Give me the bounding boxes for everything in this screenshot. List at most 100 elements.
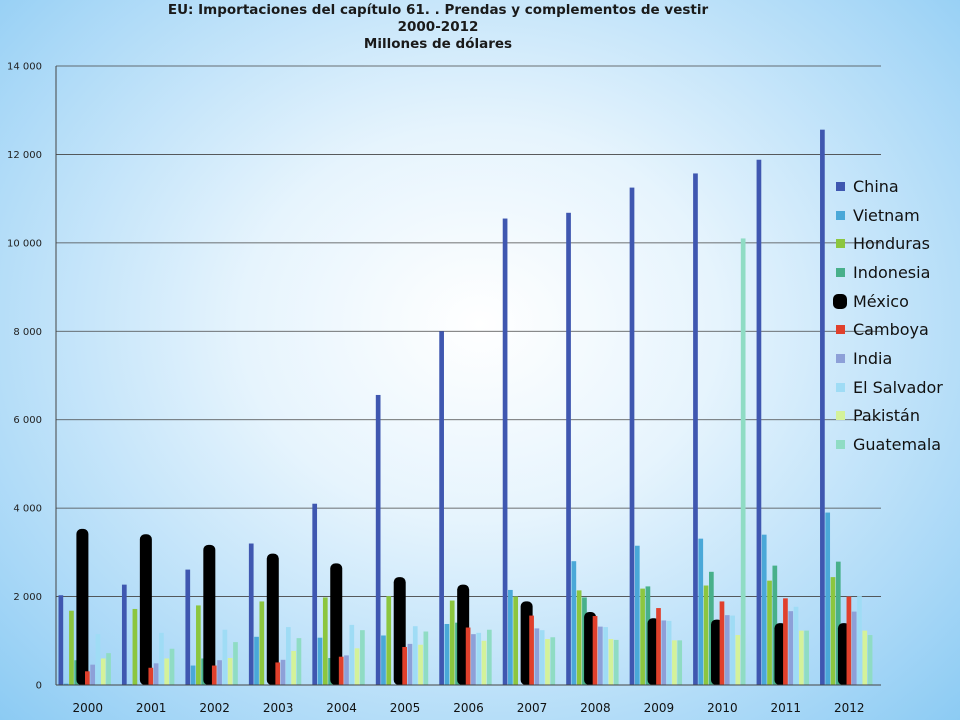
- bar-guatemala-2006: [486, 629, 492, 685]
- bar-china-2003: [248, 543, 254, 685]
- bar-india-2011: [788, 611, 794, 685]
- bar-india-2006: [471, 634, 476, 685]
- bar-pakistán-2008: [608, 639, 614, 685]
- chart-subtitle: 2000-2012: [397, 19, 479, 35]
- legend-swatch: [836, 210, 845, 220]
- legend-label: India: [853, 348, 893, 368]
- x-tick-label: 2002: [199, 701, 230, 715]
- bar-pakistán-2004: [354, 648, 360, 685]
- bar-mexico-2002: [203, 544, 216, 685]
- bar-camboya-2009: [656, 608, 661, 685]
- bar-vietnam-2004: [317, 637, 323, 685]
- bar-india-2000: [90, 664, 95, 685]
- bar-honduras-2010: [703, 585, 709, 685]
- bar-guatemala-2001: [169, 648, 175, 685]
- bar-india-2005: [407, 643, 413, 685]
- x-tick-label: 2001: [136, 701, 167, 715]
- bar-pakistán-2001: [164, 658, 170, 685]
- bar-pakistán-2010: [735, 635, 741, 685]
- bar-el-salvador-2010: [730, 615, 735, 685]
- legend-item: India: [836, 344, 943, 373]
- bar-el-salvador-2011: [793, 606, 799, 685]
- bar-el-salvador-2003: [285, 627, 291, 685]
- bar-pakistán-2002: [227, 658, 233, 685]
- bar-guatemala-2010: [740, 238, 746, 685]
- legend-item: Honduras: [836, 229, 943, 258]
- bar-el-salvador-2002: [222, 629, 228, 685]
- bar-pakistán-2012: [862, 630, 868, 685]
- x-tick-label: 2000: [72, 701, 103, 715]
- bar-guatemala-2004: [360, 630, 365, 685]
- x-tick-label: 2003: [263, 701, 294, 715]
- legend-swatch: [836, 411, 845, 421]
- bar-china-2012: [820, 129, 825, 685]
- bar-vietnam-2012: [825, 512, 831, 685]
- bar-honduras-2011: [767, 580, 772, 685]
- bar-pakistán-2005: [418, 644, 423, 685]
- bar-el-salvador-2001: [159, 632, 164, 685]
- y-tick-label: 4 000: [13, 504, 42, 515]
- bar-guatemala-2011: [804, 630, 809, 685]
- bar-china-2000: [58, 595, 64, 685]
- legend-swatch: [836, 325, 845, 335]
- bar-india-2008: [597, 626, 603, 685]
- legend-item: China: [836, 172, 943, 201]
- x-tick-label: 2006: [453, 701, 484, 715]
- bar-india-2012: [851, 611, 857, 685]
- bar-honduras-2007: [513, 596, 519, 685]
- bar-camboya-2002: [211, 665, 217, 685]
- bar-indonesia-2012: [835, 561, 841, 685]
- x-tick-label: 2012: [834, 701, 865, 715]
- x-tick-label: 2008: [580, 701, 611, 715]
- bar-camboya-2005: [402, 646, 408, 685]
- legend-label: Pakistán: [853, 406, 920, 426]
- bar-honduras-2000: [69, 610, 74, 685]
- y-tick-label: 0: [36, 681, 42, 692]
- bar-camboya-2008: [592, 616, 598, 685]
- y-tick-label: 6 000: [13, 415, 42, 426]
- legend-item: México: [833, 287, 943, 316]
- bar-camboya-2003: [275, 662, 281, 685]
- bar-india-2007: [534, 628, 540, 685]
- bar-guatemala-2008: [613, 639, 619, 685]
- bar-guatemala-2003: [296, 638, 302, 685]
- bar-pakistán-2011: [798, 630, 804, 685]
- bar-guatemala-2000: [106, 653, 111, 685]
- bar-el-salvador-2000: [95, 634, 101, 685]
- bar-camboya-2010: [719, 601, 725, 685]
- bar-vietnam-2006: [444, 623, 450, 685]
- bar-vietnam-2008: [571, 561, 577, 685]
- bar-vietnam-2002: [190, 665, 196, 685]
- bar-mexico-2004: [330, 563, 343, 685]
- legend-label: Guatemala: [853, 435, 942, 455]
- bar-vietnam-2005: [381, 635, 386, 685]
- bar-mexico-2000: [76, 528, 89, 685]
- bar-vietnam-2003: [254, 636, 259, 685]
- bar-honduras-2005: [386, 596, 392, 685]
- bar-honduras-2006: [449, 600, 455, 685]
- bar-el-salvador-2004: [349, 624, 355, 685]
- bar-camboya-2006: [465, 627, 471, 685]
- y-tick-label: 10 000: [7, 238, 42, 249]
- x-tick-label: 2010: [707, 701, 738, 715]
- legend-swatch: [836, 353, 845, 363]
- legend-label: China: [853, 176, 899, 196]
- legend-item: Camboya: [836, 315, 943, 344]
- bar-china-2005: [375, 394, 381, 685]
- legend-item: El Salvador: [836, 373, 943, 402]
- bar-el-salvador-2005: [412, 626, 418, 685]
- bar-mexico-2001: [139, 534, 152, 685]
- bar-el-salvador-2012: [857, 596, 862, 685]
- bar-pakistán-2003: [291, 650, 296, 685]
- bar-vietnam-2011: [761, 534, 767, 685]
- legend-swatch: [836, 181, 845, 191]
- bar-vietnam-2009: [634, 545, 640, 685]
- bar-guatemala-2007: [550, 637, 556, 685]
- legend-item: Guatemala: [836, 430, 943, 459]
- bar-guatemala-2002: [233, 642, 238, 685]
- chart-legend: China Vietnam Honduras Indonesia México Cambo…: [833, 172, 943, 459]
- bar-india-2004: [344, 655, 349, 685]
- legend-label: El Salvador: [853, 377, 943, 397]
- bar-pakistán-2009: [672, 640, 677, 685]
- bar-honduras-2012: [830, 577, 836, 685]
